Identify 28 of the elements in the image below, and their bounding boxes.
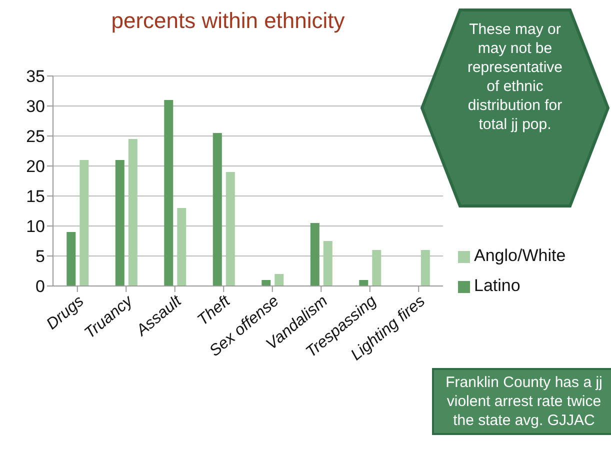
- bar: [274, 274, 284, 286]
- bar: [164, 100, 174, 286]
- bar: [323, 241, 332, 286]
- y-tick-label: 25: [26, 127, 45, 146]
- bar: [177, 208, 186, 286]
- bar: [420, 250, 430, 286]
- chart-title: percents within ethnicity: [110, 8, 346, 34]
- bar: [212, 133, 222, 286]
- bar: [128, 139, 138, 286]
- bar: [115, 160, 124, 286]
- legend-label: Anglo/White: [474, 246, 566, 265]
- bar: [359, 280, 368, 286]
- y-tick-label: 30: [26, 97, 45, 116]
- y-tick-label: 15: [26, 187, 45, 206]
- bar: [310, 223, 320, 286]
- legend-label: Latino: [474, 276, 520, 295]
- text: These may or may not be representative of ethnic distribution for total jj pop.: [466, 20, 564, 134]
- bar: [262, 280, 271, 286]
- text: Franklin County has a jj violent arrest rate twice the state avg. GJJAC: [432, 368, 611, 435]
- bar: [66, 232, 76, 286]
- y-tick-label: 5: [36, 247, 45, 266]
- bar: [80, 160, 89, 286]
- y-tick-label: 35: [26, 67, 45, 86]
- bar: [226, 172, 235, 286]
- y-tick-label: 10: [26, 217, 45, 236]
- y-tick-label: 0: [36, 277, 45, 296]
- y-tick-label: 20: [26, 157, 45, 176]
- bar: [372, 250, 382, 286]
